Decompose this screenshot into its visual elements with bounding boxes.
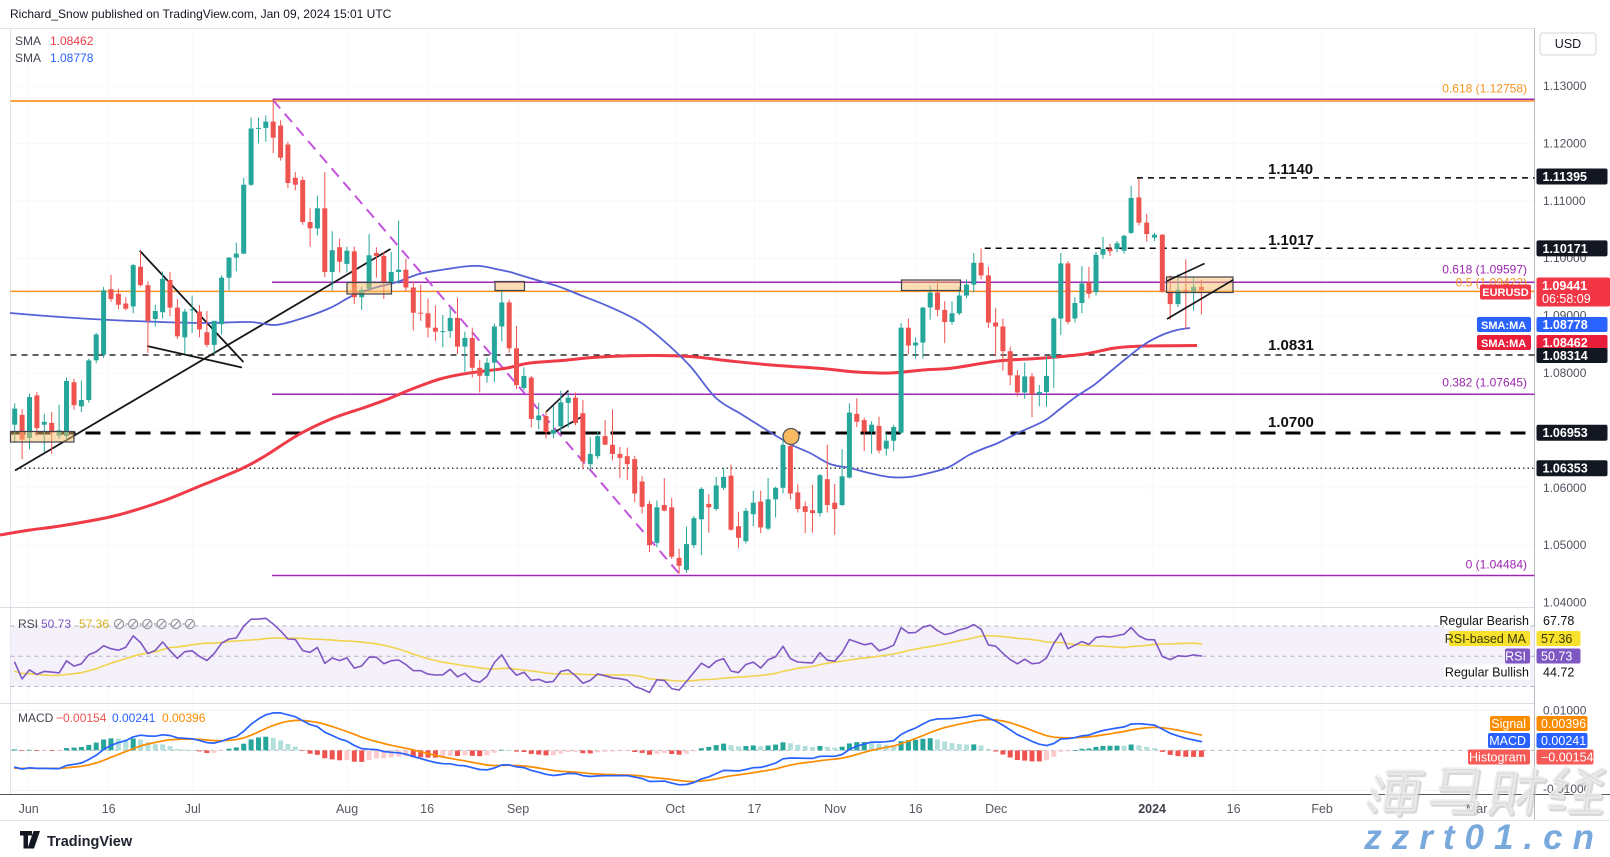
svg-text:16: 16 (102, 802, 116, 816)
svg-text:17: 17 (748, 802, 762, 816)
svg-text:Dec: Dec (985, 802, 1007, 816)
svg-text:0.00241: 0.00241 (112, 711, 156, 725)
svg-text:16: 16 (420, 802, 434, 816)
svg-text:0 (1.04484): 0 (1.04484) (1466, 558, 1527, 572)
svg-text:1.1140: 1.1140 (1268, 161, 1313, 178)
svg-text:Jun: Jun (19, 802, 39, 816)
svg-text:1.08778: 1.08778 (1543, 318, 1588, 332)
svg-text:57.36: 57.36 (79, 617, 109, 631)
svg-text:Histogram: Histogram (1469, 751, 1526, 765)
svg-text:1.06353: 1.06353 (1543, 462, 1588, 476)
svg-text:0.01000: 0.01000 (1543, 704, 1587, 718)
svg-text:1.06000: 1.06000 (1543, 481, 1587, 495)
svg-text:EURUSD: EURUSD (1482, 287, 1529, 299)
svg-text:1.0831: 1.0831 (1268, 337, 1314, 354)
svg-text:1.11000: 1.11000 (1543, 194, 1586, 208)
svg-text:1.06953: 1.06953 (1543, 426, 1588, 440)
svg-text:TradingView: TradingView (47, 834, 133, 850)
svg-text:RSI-based MA: RSI-based MA (1445, 632, 1527, 646)
svg-text:1.09441: 1.09441 (1542, 279, 1587, 293)
svg-text:0.00241: 0.00241 (1541, 734, 1586, 748)
svg-text:SMA:MA: SMA:MA (1481, 320, 1526, 332)
svg-text:Regular Bearish: Regular Bearish (1439, 614, 1529, 628)
svg-text:1.13000: 1.13000 (1543, 79, 1587, 93)
svg-text:0.618 (1.09597): 0.618 (1.09597) (1442, 263, 1527, 277)
svg-text:0.00396: 0.00396 (1541, 717, 1586, 731)
svg-text:−0.00154: −0.00154 (1541, 751, 1594, 765)
svg-text:0.618 (1.12758): 0.618 (1.12758) (1442, 82, 1527, 96)
svg-text:16: 16 (909, 802, 923, 816)
svg-text:SMA: SMA (15, 34, 41, 48)
svg-text:1.08314: 1.08314 (1543, 349, 1588, 363)
svg-text:1.12000: 1.12000 (1543, 136, 1587, 150)
svg-text:Aug: Aug (336, 802, 358, 816)
svg-text:1.10171: 1.10171 (1543, 242, 1588, 256)
svg-text:1.0700: 1.0700 (1268, 414, 1314, 431)
svg-text:16: 16 (1227, 802, 1241, 816)
svg-text:1.08778: 1.08778 (50, 51, 94, 65)
svg-text:1.11395: 1.11395 (1543, 170, 1588, 184)
svg-text:50.73: 50.73 (1541, 650, 1572, 664)
svg-text:Signal: Signal (1491, 717, 1526, 731)
svg-text:1.1017: 1.1017 (1268, 232, 1314, 249)
svg-text:06:58:09: 06:58:09 (1542, 292, 1591, 306)
svg-text:1.04000: 1.04000 (1543, 596, 1587, 610)
svg-text:67.78: 67.78 (1543, 614, 1574, 628)
svg-text:Richard_Snow published on Trad: Richard_Snow published on TradingView.co… (10, 7, 392, 21)
svg-text:Sep: Sep (507, 802, 529, 816)
svg-text:1.08462: 1.08462 (1543, 336, 1588, 350)
svg-text:MACD: MACD (1489, 734, 1526, 748)
svg-text:Regular Bullish: Regular Bullish (1445, 666, 1529, 680)
svg-text:0.00396: 0.00396 (162, 711, 206, 725)
svg-text:RSI: RSI (18, 617, 38, 631)
svg-text:RSI: RSI (1505, 650, 1526, 664)
svg-text:0.382 (1.07645): 0.382 (1.07645) (1442, 376, 1527, 390)
svg-text:1.05000: 1.05000 (1543, 538, 1587, 552)
svg-text:MACD: MACD (18, 711, 54, 725)
svg-text:44.72: 44.72 (1543, 666, 1574, 680)
svg-text:50.73: 50.73 (41, 617, 71, 631)
svg-text:SMA: SMA (15, 51, 41, 65)
svg-text:SMA:MA: SMA:MA (1481, 338, 1526, 350)
svg-text:2024: 2024 (1138, 802, 1166, 816)
svg-text:Jul: Jul (185, 802, 201, 816)
svg-text:Feb: Feb (1311, 802, 1333, 816)
svg-text:−0.00154: −0.00154 (56, 711, 107, 725)
svg-text:57.36: 57.36 (1541, 632, 1572, 646)
svg-text:Oct: Oct (665, 802, 685, 816)
svg-text:Nov: Nov (824, 802, 847, 816)
svg-text:USD: USD (1555, 37, 1581, 51)
svg-text:1.08000: 1.08000 (1543, 366, 1587, 380)
svg-text:1.08462: 1.08462 (50, 34, 94, 48)
svg-text:zzrt01.cn: zzrt01.cn (1363, 818, 1604, 857)
